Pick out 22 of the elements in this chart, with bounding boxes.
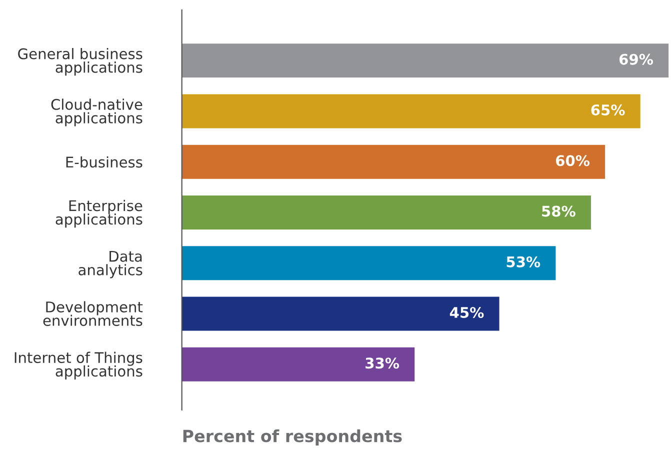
data-label: 60% bbox=[556, 155, 590, 166]
y-tick-label: E-business bbox=[66, 156, 142, 168]
data-label: 33% bbox=[366, 358, 400, 369]
bar bbox=[182, 44, 669, 78]
bar bbox=[182, 296, 500, 331]
data-label: 69% bbox=[619, 54, 654, 65]
data-label: 53% bbox=[506, 256, 540, 268]
bar bbox=[182, 94, 640, 128]
y-tick-label: Enterprise applications bbox=[56, 200, 142, 228]
bar bbox=[182, 347, 415, 382]
y-tick-label: Data analytics bbox=[78, 250, 142, 278]
bar bbox=[182, 196, 591, 230]
bar bbox=[182, 246, 556, 280]
y-tick-label: Internet of Things applications bbox=[14, 352, 142, 380]
y-tick-label: Cloud-native applications bbox=[51, 98, 142, 126]
y-tick-label: General business applications bbox=[18, 48, 142, 76]
data-label: 58% bbox=[542, 206, 576, 217]
data-label: 65% bbox=[591, 104, 625, 116]
x-axis-title: Percent of respondents bbox=[183, 429, 402, 446]
y-tick-label: Development environments bbox=[43, 301, 143, 326]
bar bbox=[182, 144, 606, 179]
data-label: 45% bbox=[450, 306, 484, 318]
